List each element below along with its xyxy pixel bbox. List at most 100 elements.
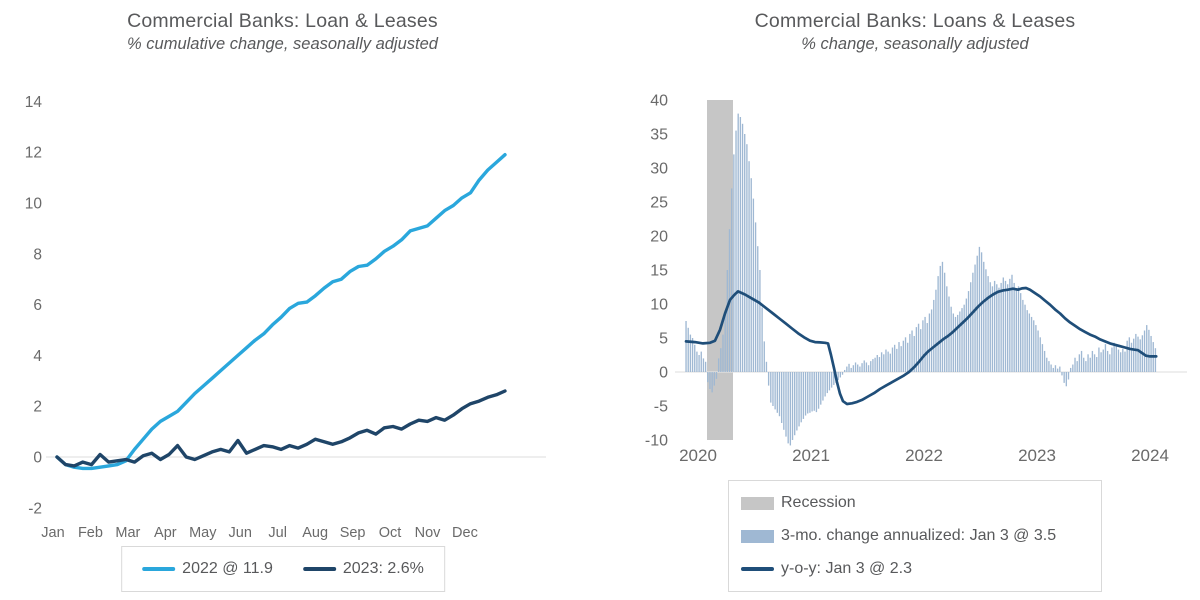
bar [780,372,783,423]
right-y-tick-label: 25 [650,195,668,212]
bar [694,344,696,372]
bar [1080,350,1083,372]
bar [1048,361,1050,372]
right-x-tick-label: 2021 [792,446,830,465]
legend-label-2022: 2022 @ 11.9 [182,560,273,577]
bar [876,355,878,372]
bar [959,311,961,372]
bar [985,269,987,372]
bar [1100,352,1102,372]
bar [841,372,844,375]
bar [878,357,881,372]
bar [1050,364,1052,372]
left-chart-legend: 2022 @ 11.9 2023: 2.6% [121,546,445,592]
bar [1056,368,1059,372]
bar [950,306,952,372]
right-y-tick-label: 10 [650,297,668,314]
right-x-tick-label: 2023 [1018,446,1056,465]
bar [980,252,983,372]
bar [746,144,748,372]
bar [943,272,946,372]
bar [761,307,763,372]
bar [1109,354,1111,372]
bar [750,178,752,372]
left-y-tick-label: 14 [25,94,43,111]
bar [807,372,809,414]
bar [998,287,1000,372]
bar [689,334,692,372]
bar [1028,313,1031,372]
bar [783,372,785,430]
bar [739,117,742,372]
bar [1033,320,1035,372]
bar [1076,361,1078,372]
bar [687,327,689,372]
bar [767,372,770,386]
bar [772,372,774,406]
bar [820,372,822,405]
left-series-line-1 [55,389,507,468]
right-plot: 40 35 30 25 20 15 10 5 0 -5 -10 2020 2021 2022 2023 202… [645,93,1187,465]
bar [830,372,833,388]
bar [789,372,792,446]
bar [1139,339,1141,372]
bar [844,369,846,372]
bar [794,372,796,436]
bar [1026,310,1028,372]
legend-label-yoy: y-o-y: Jan 3 @ 2.3 [781,560,912,577]
bar [741,123,744,372]
bar [752,198,755,372]
bar [685,321,687,372]
bar [1059,366,1061,372]
bar [885,349,887,372]
bar [991,286,994,372]
bar [1150,335,1152,372]
bar [939,265,941,372]
bar [952,313,954,372]
left-x-tick-label: Sep [340,525,366,541]
bar [893,344,896,372]
right-y-tick-label: 5 [659,331,668,348]
bar [850,367,852,372]
bar [974,264,976,372]
bar [1030,316,1033,372]
bar-series-3mo [685,113,1157,446]
bar [846,366,848,372]
bar [854,362,857,372]
bar [704,361,707,372]
bar [983,261,985,372]
right-y-tick-label: 20 [650,229,668,246]
bar [696,351,698,372]
bar [1111,347,1113,372]
bar [933,299,935,372]
left-chart-header: Commercial Banks: Loan & Leases % cumula… [30,10,535,54]
bar [1063,372,1065,383]
bar [996,284,998,372]
bar [863,360,865,372]
bar [1022,299,1024,372]
bar [848,363,850,372]
bar [989,282,991,372]
right-y-tick-label: 15 [650,263,668,280]
bar [702,358,705,372]
recession-swatch [741,496,774,510]
bar [1067,372,1070,380]
left-y-tick-label: -2 [28,500,42,517]
bar [715,372,718,379]
bar [757,246,759,372]
bar [809,372,811,413]
bar [800,372,802,423]
bar [926,323,928,372]
bar [1098,347,1100,372]
right-chart-header: Commercial Banks: Loans & Leases % chang… [655,10,1175,54]
bar [978,246,981,372]
bar [1002,277,1004,372]
bar [1117,349,1120,372]
bar [1020,293,1022,372]
bar [861,363,863,372]
bar [839,372,841,378]
bar [748,161,750,372]
bar [1137,336,1139,372]
bar [1115,345,1117,372]
bar [1091,350,1094,372]
